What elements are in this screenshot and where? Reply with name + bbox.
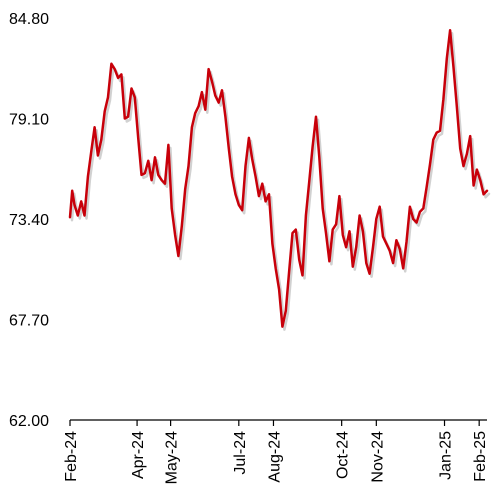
x-tick-label: Nov-24 <box>369 431 386 483</box>
y-tick-label: 84.80 <box>9 11 49 28</box>
x-tick-label: Feb-25 <box>472 431 489 482</box>
series-layer <box>70 30 489 329</box>
x-tick-label: Feb-24 <box>63 431 80 482</box>
x-tick-label: Oct-24 <box>335 431 352 479</box>
x-tick-label: Apr-24 <box>130 431 147 479</box>
x-tick-label: Aug-24 <box>266 431 283 483</box>
y-tick-label: 67.70 <box>9 313 49 330</box>
x-tick-label: Jul-24 <box>232 431 249 475</box>
y-tick-label: 73.40 <box>9 212 49 229</box>
y-tick-label: 62.00 <box>9 413 49 430</box>
x-tick-label: May-24 <box>164 431 181 484</box>
y-tick-label: 79.10 <box>9 112 49 129</box>
x-tick-label: Jan-25 <box>438 431 455 480</box>
y-axis: 62.00 67.70 73.40 79.10 84.80 <box>9 11 49 430</box>
x-axis: Feb-24 Apr-24 May-24 Jul-24 Aug-24 Oct-24 Nov-… <box>63 420 489 484</box>
series-line <box>70 30 487 326</box>
